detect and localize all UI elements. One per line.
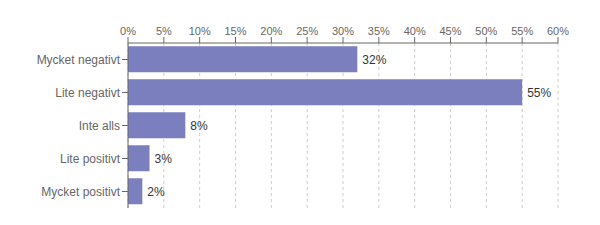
- svg-text:55%: 55%: [511, 25, 533, 37]
- svg-text:40%: 40%: [404, 25, 426, 37]
- svg-text:15%: 15%: [224, 25, 246, 37]
- svg-text:Lite negativt: Lite negativt: [55, 86, 120, 100]
- svg-text:3%: 3%: [155, 152, 173, 166]
- svg-text:25%: 25%: [296, 25, 318, 37]
- svg-text:Mycket negativt: Mycket negativt: [37, 53, 121, 67]
- svg-text:50%: 50%: [475, 25, 497, 37]
- svg-text:Inte alls: Inte alls: [79, 119, 120, 133]
- svg-text:8%: 8%: [190, 119, 208, 133]
- svg-text:Mycket positivt: Mycket positivt: [41, 185, 120, 199]
- svg-text:0%: 0%: [120, 25, 136, 37]
- svg-text:45%: 45%: [439, 25, 461, 37]
- svg-text:55%: 55%: [527, 86, 551, 100]
- svg-text:60%: 60%: [547, 25, 569, 37]
- svg-text:35%: 35%: [368, 25, 390, 37]
- svg-text:Lite positivt: Lite positivt: [60, 152, 121, 166]
- svg-text:20%: 20%: [260, 25, 282, 37]
- svg-text:32%: 32%: [362, 53, 386, 67]
- svg-text:30%: 30%: [332, 25, 354, 37]
- svg-text:10%: 10%: [189, 25, 211, 37]
- svg-text:2%: 2%: [147, 185, 165, 199]
- svg-text:5%: 5%: [156, 25, 172, 37]
